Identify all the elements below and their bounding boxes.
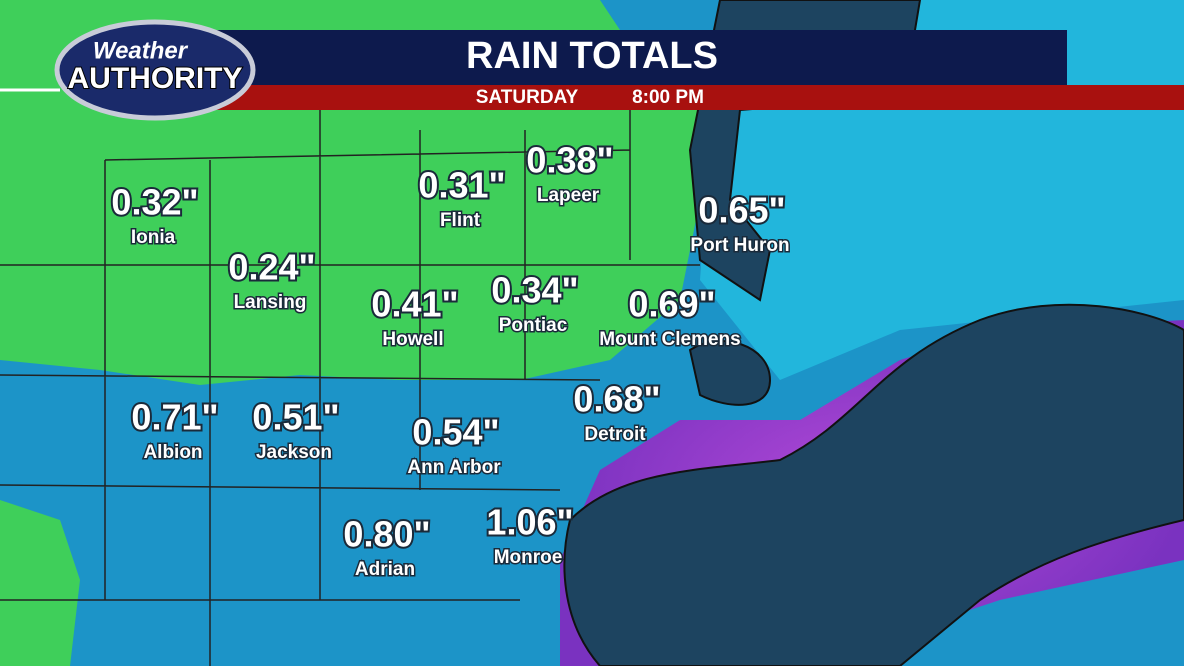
rain-amount: 0.80" <box>343 514 430 555</box>
location-name: Detroit <box>584 424 646 445</box>
rain-amount: 0.32" <box>111 182 198 223</box>
location-name: Flint <box>440 210 481 231</box>
location-name: Pontiac <box>499 315 568 336</box>
rain-amount: 0.24" <box>228 247 315 288</box>
green-area-sw <box>0 500 80 666</box>
rain-amount: 0.54" <box>412 412 499 453</box>
location-name: Lansing <box>234 292 307 313</box>
county-lines <box>0 110 700 666</box>
location-name: Lapeer <box>537 185 600 206</box>
title: RAIN TOTALS <box>466 35 718 77</box>
rain-amount: 0.31" <box>418 165 505 206</box>
logo-line2: AUTHORITY <box>68 62 243 95</box>
location-name: Ann Arbor <box>407 457 501 478</box>
rain-amount: 0.38" <box>526 140 613 181</box>
rain-amount: 0.69" <box>628 284 715 325</box>
location-name: Albion <box>143 442 202 463</box>
rain-amount: 0.68" <box>573 379 660 420</box>
rain-amount: 0.65" <box>698 190 785 231</box>
location-name: Port Huron <box>690 235 789 256</box>
rain-amount: 1.06" <box>486 502 573 543</box>
day: SATURDAY <box>476 87 579 108</box>
rain-amount: 0.34" <box>491 270 578 311</box>
logo-line1: Weather <box>93 37 189 64</box>
location-name: Monroe <box>494 547 563 568</box>
labels: 0.32" Ionia 0.24" Lansing 0.31" Flint 0.38" Lap… <box>109 138 791 582</box>
location-name: Howell <box>382 329 443 350</box>
time: 8:00 PM <box>632 87 704 108</box>
location-name: Jackson <box>256 442 332 463</box>
title-bar <box>200 30 1067 85</box>
rain-amount: 0.51" <box>252 397 339 438</box>
rain-amount: 0.41" <box>371 284 458 325</box>
logo <box>54 19 256 121</box>
location-name: Mount Clemens <box>599 329 740 350</box>
location-name: Adrian <box>355 559 415 580</box>
rain-amount: 0.71" <box>131 397 218 438</box>
location-name: Ionia <box>131 227 176 248</box>
subtitle-bar <box>200 85 1184 110</box>
lake-st-clair <box>688 340 772 406</box>
